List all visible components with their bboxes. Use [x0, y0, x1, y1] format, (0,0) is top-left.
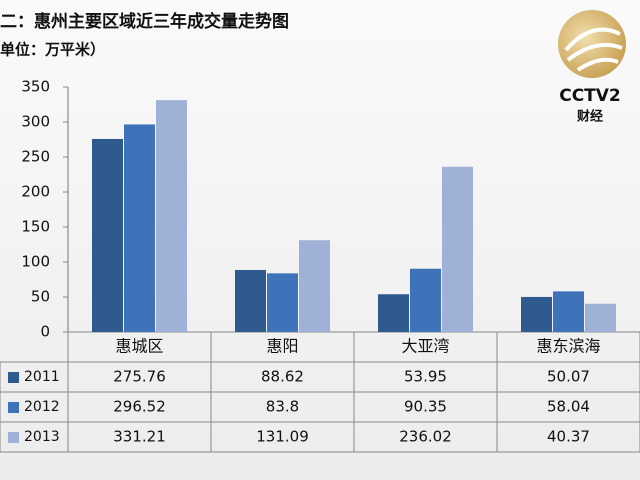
logo-brand: CCTV2: [559, 86, 621, 106]
y-tick-label: 350: [21, 78, 50, 96]
table-value: 331.21: [113, 428, 166, 446]
x-tick-label: 惠阳: [266, 337, 298, 356]
bar: [410, 268, 441, 332]
bar: [124, 124, 155, 332]
logo: CCTV2 财经: [558, 10, 626, 125]
y-tick-label: 0: [40, 323, 50, 341]
table-value: 90.35: [404, 398, 447, 416]
bar: [235, 269, 266, 332]
logo-globe: [558, 10, 626, 78]
table-value: 236.02: [399, 428, 452, 446]
table-value: 131.09: [256, 428, 309, 446]
bar: [299, 240, 330, 332]
legend-label: 2011: [24, 369, 60, 385]
y-tick-label: 100: [21, 253, 50, 271]
y-tick-label: 250: [21, 148, 50, 166]
table-value: 88.62: [261, 368, 304, 386]
legend-label: 2012: [24, 399, 60, 415]
y-tick-label: 300: [21, 113, 50, 131]
table-value: 50.07: [547, 368, 590, 386]
table-value: 58.04: [547, 398, 590, 416]
subtitle: 单位：万平米）: [0, 41, 105, 59]
bar: [585, 303, 616, 332]
table-value: 83.8: [266, 398, 299, 416]
table-value: 275.76: [113, 368, 166, 386]
logo-swoosh: [564, 27, 623, 72]
table-value: 53.95: [404, 368, 447, 386]
bar: [92, 138, 123, 332]
logo-channel: 财经: [577, 109, 603, 125]
table-value: 40.37: [547, 428, 590, 446]
x-tick-label: 惠东滨海: [536, 337, 600, 356]
table-value: 296.52: [113, 398, 166, 416]
legend-swatch: [8, 402, 19, 413]
legend-label: 2013: [24, 429, 60, 445]
bar: [553, 291, 584, 332]
bar: [156, 100, 187, 332]
legend-swatch: [8, 372, 19, 383]
x-tick-label: 大亚湾: [401, 337, 449, 356]
bar: [442, 166, 473, 332]
y-tick-label: 50: [31, 288, 50, 306]
y-tick-label: 200: [21, 183, 50, 201]
bar: [378, 294, 409, 332]
x-tick-label: 惠城区: [115, 337, 163, 356]
y-tick-label: 150: [21, 218, 50, 236]
bar: [267, 273, 298, 332]
chart-title: 二：惠州主要区域近三年成交量走势图: [0, 11, 289, 32]
bar: [521, 296, 552, 332]
legend-swatch: [8, 432, 19, 443]
